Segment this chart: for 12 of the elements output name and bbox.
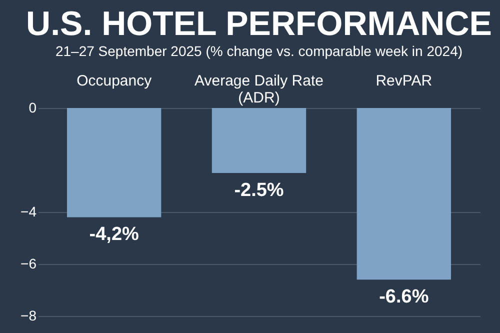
y-tick-label: 0: [28, 100, 37, 116]
y-tick-label: −6: [20, 256, 37, 272]
y-tick-label: −4: [20, 204, 37, 220]
x-tick-label: Occupancy: [76, 72, 152, 90]
data-label: -6.6%: [379, 286, 429, 308]
data-label: -2.5%: [234, 180, 284, 201]
x-tick-label: Average Daily Rate (ADR): [194, 72, 324, 106]
data-label: -4,2%: [89, 224, 139, 246]
x-tick-label: RevPAR: [376, 72, 432, 90]
chart-subtitle: 21–27 September 2025 (% change vs. comparable week in 2024): [55, 43, 463, 59]
chart-title: U.S. HOTEL PERFORMANCE: [26, 5, 492, 43]
y-tick-label: −8: [20, 308, 37, 324]
